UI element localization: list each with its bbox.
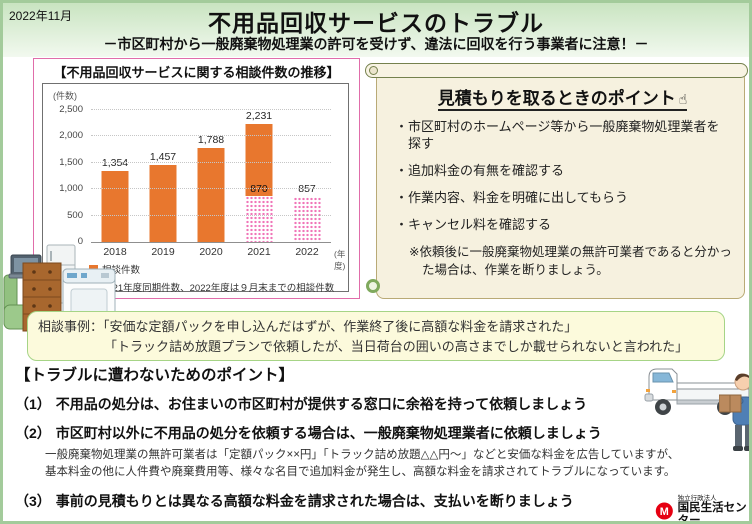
chart-plot: 1,354 1,457 1,788 870 2,231 857: [91, 109, 331, 243]
estimate-points-scroll: 見積もりを取るときのポイント ☝ ・市区町村のホームページ等から一般廃棄物処理業者…: [365, 63, 748, 299]
scroll-bullet: ・作業内容、料金を明確に出してもらう: [395, 189, 628, 205]
bar-value-label: 1,788: [197, 133, 225, 146]
legend-row: 相談件数: [89, 262, 334, 276]
point-2-note-line-1: 一般廃棄物処理業の無許可業者は「定額パック××円」「トラック詰め放題△△円～」な…: [45, 449, 680, 461]
bar-2021: 870 2,231: [245, 110, 273, 242]
logo-mark-icon: M: [655, 502, 673, 520]
bar-slot: 1,457: [139, 110, 187, 242]
point-item-3: （3） 事前の見積もりとは異なる高額な料金を請求された場合は、支払いを断りましょう: [15, 491, 739, 511]
y-tick-label: 1,000: [59, 183, 83, 195]
chart-panel-title: 【不用品回収サービスに関する相談件数の推移】: [53, 65, 340, 80]
chart-yticks: 0 500 1,000 1,500 2,000 2,500: [43, 104, 85, 247]
scroll-title: 見積もりを取るときのポイント ☝: [393, 84, 732, 111]
case-line-1: 相談事例：「安価な定額パックを申し込んだはずが、作業終了後に高額な料金を請求され…: [38, 317, 714, 337]
y-tick-label: 0: [77, 236, 83, 247]
case-text-1: 「安価な定額パックを申し込んだはずが、作業終了後に高額な料金を請求された」: [103, 319, 578, 334]
header-banner: 2022年11月 不用品回収サービスのトラブル －市区町村から一般廃棄物処理業の…: [3, 3, 749, 57]
bar-slot: 857: [283, 110, 331, 242]
gridline: [91, 135, 331, 137]
x-tick-label: 2022: [295, 246, 319, 258]
x-tick-label: 2019: [151, 246, 175, 258]
org-type: 独立行政法人: [677, 495, 717, 502]
bar-2022: 857: [293, 183, 321, 242]
x-tick-label: 2020: [199, 246, 223, 258]
point-text: 不用品の処分は、お住まいの市区町村が提供する窓口に余裕を持って依頼しましょう: [55, 396, 588, 412]
scroll-curl-icon: [366, 279, 380, 293]
svg-text:M: M: [660, 506, 669, 518]
point-item-1: （1） 不用品の処分は、お住まいの市区町村が提供する窓口に余裕を持って依頼しましょ…: [15, 394, 739, 414]
chart-bars: 1,354 1,457 1,788 870 2,231 857: [91, 110, 331, 242]
chart-panel: 【不用品回収サービスに関する相談件数の推移】 (件数) 0 500 1,000 1,5…: [33, 58, 360, 299]
org-name: 国民生活センター: [677, 502, 747, 524]
legend-label: 2021年度同期件数、2022年度は９月末までの相談件数: [102, 283, 335, 294]
case-examples-box: 相談事例：「安価な定額パックを申し込んだはずが、作業終了後に高額な料金を請求され…: [27, 311, 725, 361]
point-number: （3）: [15, 492, 51, 509]
scroll-bullet: ・追加料金の有無を確認する: [395, 162, 565, 178]
point-2-note: 一般廃棄物処理業の無許可業者は「定額パック××円」「トラック詰め放題△△円～」な…: [45, 447, 739, 482]
org-logo: M 独立行政法人 国民生活センター: [655, 495, 749, 524]
bar-value-label: 2,231: [245, 110, 273, 123]
y-tick-label: 1,500: [59, 156, 83, 168]
publication-date: 2022年11月: [9, 9, 73, 23]
y-tick-label: 2,000: [59, 130, 83, 142]
y-axis-unit-label: (件数): [53, 91, 77, 101]
bar-2020: 1,788: [197, 134, 225, 242]
bar-value-label: 1,457: [149, 151, 177, 164]
chart-legend: 相談件数 2021年度同期件数、2022年度は９月末までの相談件数: [89, 262, 334, 298]
bar-slot: 870 2,231: [235, 110, 283, 242]
trouble-avoidance-section: 【トラブルに遭わないためのポイント】 （1） 不用品の処分は、お住まいの市区町村が…: [15, 363, 739, 522]
point-text: 事前の見積もりとは異なる高額な料金を請求された場合は、支払いを断りましょう: [55, 492, 574, 509]
scroll-curl-icon: [369, 66, 378, 75]
scroll-note: ※依頼後に一般廃棄物処理業の無許可業者であると分かった場合は、作業を断りましょう…: [409, 245, 732, 277]
logo-texts: 独立行政法人 国民生活センター: [677, 495, 749, 524]
worker-icon: [719, 373, 749, 451]
y-tick-label: 500: [67, 209, 83, 221]
scroll-roll-bar: [365, 63, 748, 78]
point-item-2: （2） 市区町村以外に不用品の処分を依頼する場合は、一般廃棄物処理業者に依頼しまし…: [15, 423, 739, 482]
bar-chart: (件数) 0 500 1,000 1,500 2,000 2,500 1,354 1,457…: [42, 83, 349, 294]
x-tick-label: 2021: [247, 246, 271, 258]
point-2-note-line-2: 基本料金の他に人件費や廃棄費用等、様々な名目で追加料金が発生し、高額な料金を請求…: [45, 466, 676, 479]
worker-illustration: [719, 373, 749, 451]
bar-slot: 1,788: [187, 110, 235, 242]
section-heading: 【トラブルに遭わないためのポイント】: [15, 367, 295, 384]
gridline: [91, 188, 331, 190]
legend-label: 相談件数: [102, 265, 141, 276]
y-tick-label: 2,500: [59, 104, 83, 115]
case-label: 相談事例：: [38, 319, 104, 334]
bar-pink-segment: [245, 196, 273, 242]
gridline: [91, 161, 331, 163]
point-number: （1）: [15, 396, 51, 412]
x-tick-label: 2018: [103, 246, 127, 258]
point-item-4: （4）トラブルになったときは「１８８」に相談しましょう: [15, 520, 739, 522]
point-text: 市区町村以外に不用品の処分を依頼する場合は、一般廃棄物処理業者に依頼しましょう: [55, 425, 602, 441]
page-title: 不用品回収サービスのトラブル: [208, 10, 544, 36]
page-subtitle: －市区町村から一般廃棄物処理業の許可を受けず、違法に回収を行う事業者に注意！－: [103, 36, 649, 52]
bar-2018: 1,354: [101, 157, 129, 242]
scroll-body: 見積もりを取るときのポイント ☝ ・市区町村のホームページ等から一般廃棄物処理業者…: [376, 71, 745, 299]
point-number: （2）: [15, 425, 51, 441]
scroll-title-text: 見積もりを取るときのポイント: [437, 89, 676, 108]
legend-row: 2021年度同期件数、2022年度は９月末までの相談件数: [89, 280, 334, 294]
case-line-2: 「トラック詰め放題プランで依頼したが、当日荷台の囲いの高さまでしか載せられないと…: [104, 338, 689, 354]
scroll-bullet: ・市区町村のホームページ等から一般廃棄物処理業者を探す: [395, 119, 720, 151]
scroll-bullet: ・キャンセル料を確認する: [395, 216, 552, 232]
x-axis-unit-label: (年度): [334, 249, 346, 271]
chart-xlabels: 2018 2019 2020 2021 2022: [91, 246, 331, 258]
pointing-hand-icon: ☝: [678, 91, 688, 107]
gridline: [91, 109, 331, 110]
gridline: [91, 214, 331, 216]
bar-2019: 1,457: [149, 151, 177, 242]
bar-slot: 1,354: [91, 110, 139, 242]
